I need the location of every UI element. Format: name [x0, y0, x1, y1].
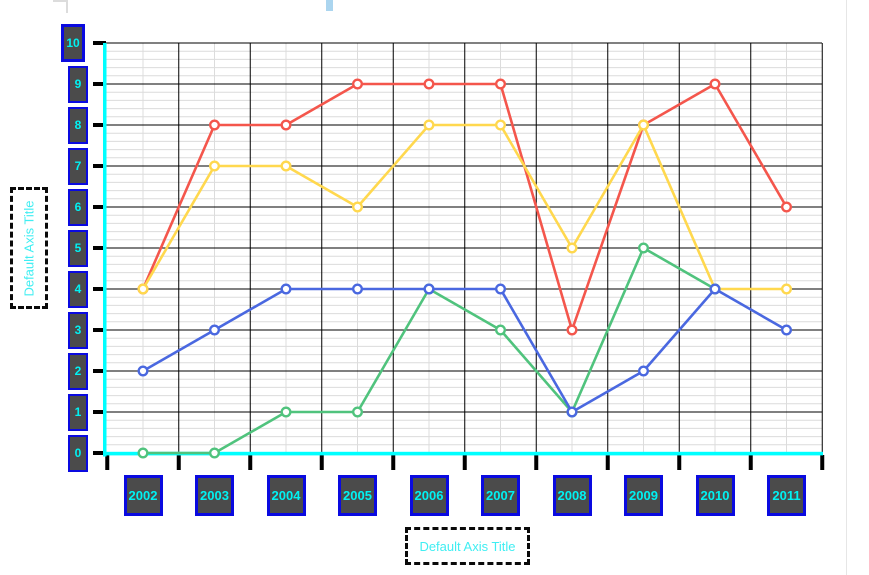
- x-tick-label-2007[interactable]: 2007: [481, 475, 520, 516]
- x-axis-tick-mark: [176, 455, 181, 470]
- y-axis-tick-mark: [93, 205, 106, 209]
- series-yellow-marker[interactable]: [423, 119, 435, 131]
- x-tick-label-2003[interactable]: 2003: [195, 475, 234, 516]
- x-tick-label-2009[interactable]: 2009: [624, 475, 663, 516]
- series-blue-line[interactable]: [141, 287, 788, 414]
- x-axis-tick-mark: [462, 455, 467, 470]
- series-green-marker[interactable]: [208, 447, 220, 459]
- x-tick-label-2008[interactable]: 2008: [552, 475, 592, 516]
- y-tick-label-5[interactable]: 5: [68, 229, 88, 267]
- y-axis-tick-mark: [93, 451, 106, 455]
- x-axis-title-label: Default Axis Title: [419, 538, 516, 554]
- clipped-chart-title-fragment: [326, 0, 333, 11]
- series-red-line[interactable]: [141, 82, 788, 332]
- x-axis-tick-mark: [605, 455, 610, 470]
- y-axis-tick-mark: [93, 123, 106, 127]
- series-green-marker[interactable]: [638, 242, 650, 254]
- y-tick-label-10[interactable]: 10: [61, 24, 85, 62]
- y-axis-tick-mark: [93, 369, 106, 373]
- x-tick-label-2011[interactable]: 2011: [767, 475, 806, 516]
- series-blue-marker[interactable]: [638, 365, 650, 377]
- series-red-marker[interactable]: [280, 119, 292, 131]
- series-blue-marker[interactable]: [280, 283, 292, 295]
- series-yellow-marker[interactable]: [352, 201, 364, 213]
- x-axis-tick-mark: [820, 455, 825, 470]
- x-axis-line[interactable]: [103, 451, 823, 456]
- x-axis-tick-mark: [677, 455, 682, 470]
- x-tick-label-2005[interactable]: 2005: [338, 475, 377, 516]
- series-yellow-marker[interactable]: [495, 119, 507, 131]
- series-blue-marker[interactable]: [495, 283, 507, 295]
- x-axis-tick-mark: [105, 455, 110, 470]
- series-red-marker[interactable]: [566, 324, 578, 336]
- y-axis-tick-mark: [93, 82, 106, 86]
- x-axis-tick-mark: [534, 455, 539, 470]
- series-yellow-marker[interactable]: [781, 283, 793, 295]
- x-axis-tick-mark: [748, 455, 753, 470]
- x-tick-label-2002[interactable]: 2002: [123, 475, 163, 516]
- series-red-marker[interactable]: [781, 201, 793, 213]
- x-axis-tick-mark: [391, 455, 396, 470]
- x-axis-tick-mark: [248, 455, 253, 470]
- y-axis-tick-mark: [93, 164, 106, 168]
- y-axis-tick-mark: [93, 246, 106, 250]
- y-tick-label-1[interactable]: 1: [68, 393, 88, 431]
- y-tick-label-8[interactable]: 8: [68, 106, 88, 144]
- y-tick-label-2[interactable]: 2: [68, 352, 88, 390]
- series-yellow-marker[interactable]: [137, 283, 149, 295]
- y-tick-label-9[interactable]: 9: [68, 65, 88, 103]
- y-tick-label-0[interactable]: 0: [68, 434, 88, 472]
- panel-edge-line: [846, 0, 847, 575]
- series-red-marker[interactable]: [352, 78, 364, 90]
- y-axis-tick-mark: [93, 287, 106, 291]
- series-yellow-marker[interactable]: [566, 242, 578, 254]
- x-tick-label-2004[interactable]: 2004: [266, 475, 306, 516]
- y-axis-line[interactable]: [103, 43, 107, 457]
- y-axis-tick-mark: [93, 328, 106, 332]
- y-axis-title-label: Default Axis Title: [21, 199, 37, 297]
- series-blue-marker[interactable]: [781, 324, 793, 336]
- y-tick-label-4[interactable]: 4: [68, 270, 88, 308]
- series-red-marker[interactable]: [208, 119, 220, 131]
- series-blue-marker[interactable]: [208, 324, 220, 336]
- series-yellow-marker[interactable]: [208, 160, 220, 172]
- selection-corner-artifact: [53, 0, 68, 13]
- series-red-marker[interactable]: [709, 78, 721, 90]
- y-tick-label-3[interactable]: 3: [68, 311, 88, 349]
- x-tick-label-2006[interactable]: 2006: [409, 475, 449, 516]
- series-blue-marker[interactable]: [137, 365, 149, 377]
- series-blue-marker[interactable]: [566, 406, 578, 418]
- series-green-marker[interactable]: [137, 447, 149, 459]
- series-green-marker[interactable]: [352, 406, 364, 418]
- series-yellow-line[interactable]: [141, 123, 788, 291]
- y-axis-tick-mark: [93, 410, 106, 414]
- y-tick-label-6[interactable]: 6: [68, 188, 88, 226]
- series-blue-marker[interactable]: [709, 283, 721, 295]
- series-green-marker[interactable]: [495, 324, 507, 336]
- y-axis-title[interactable]: Default Axis Title: [10, 187, 48, 309]
- series-blue-marker[interactable]: [423, 283, 435, 295]
- series-blue-marker[interactable]: [352, 283, 364, 295]
- series-red-marker[interactable]: [423, 78, 435, 90]
- x-tick-label-2010[interactable]: 2010: [695, 475, 735, 516]
- x-axis-tick-mark: [319, 455, 324, 470]
- y-tick-label-7[interactable]: 7: [68, 147, 88, 185]
- series-red-marker[interactable]: [495, 78, 507, 90]
- x-axis-title[interactable]: Default Axis Title: [405, 527, 530, 565]
- y-axis-tick-mark: [93, 41, 106, 45]
- series-yellow-marker[interactable]: [280, 160, 292, 172]
- series-yellow-marker[interactable]: [638, 119, 650, 131]
- series-green-marker[interactable]: [280, 406, 292, 418]
